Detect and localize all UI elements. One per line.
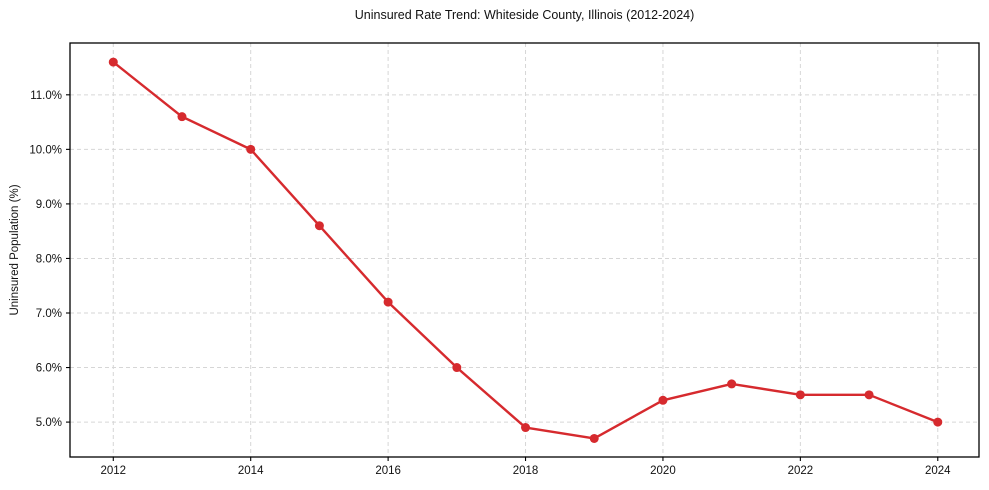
data-point-2013: [177, 112, 187, 122]
y-tick-label: 8.0%: [36, 253, 62, 265]
data-point-2022: [795, 390, 805, 400]
x-tick-label: 2016: [375, 465, 401, 477]
y-tick-label: 11.0%: [30, 90, 62, 102]
data-point-2015: [314, 221, 324, 231]
chart-title: Uninsured Rate Trend: Whiteside County, …: [354, 8, 695, 22]
x-tick-label: 2018: [513, 465, 539, 477]
y-tick-label: 9.0%: [36, 199, 62, 211]
data-point-2018: [521, 423, 531, 433]
y-tick-label: 10.0%: [29, 144, 62, 156]
y-tick-label: 6.0%: [36, 363, 62, 375]
axes-spine: [69, 42, 980, 458]
data-point-2012: [108, 57, 118, 67]
y-tick-label: 7.0%: [36, 308, 62, 320]
data-point-2020: [658, 395, 668, 405]
x-tick-label: 2012: [100, 465, 126, 477]
x-tick-label: 2020: [650, 465, 676, 477]
y-tick-label: 5.0%: [36, 417, 62, 429]
data-point-2021: [727, 379, 737, 389]
data-point-2023: [864, 390, 874, 400]
data-point-2019: [589, 433, 599, 443]
data-point-2024: [933, 417, 943, 427]
x-tick-label: 2022: [788, 465, 814, 477]
x-tick-label: 2014: [238, 465, 264, 477]
data-point-2016: [383, 297, 393, 307]
data-point-2017: [452, 363, 462, 373]
x-tick-label: 2024: [925, 465, 951, 477]
data-point-2014: [246, 144, 256, 154]
